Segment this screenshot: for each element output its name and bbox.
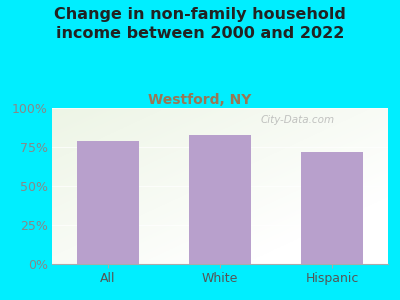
Bar [77,141,139,264]
Text: Change in non-family household
income between 2000 and 2022: Change in non-family household income be… [54,8,346,41]
Bar [189,134,251,264]
Text: City-Data.com: City-Data.com [260,116,334,125]
Text: Westford, NY: Westford, NY [148,93,252,107]
Bar [301,152,363,264]
